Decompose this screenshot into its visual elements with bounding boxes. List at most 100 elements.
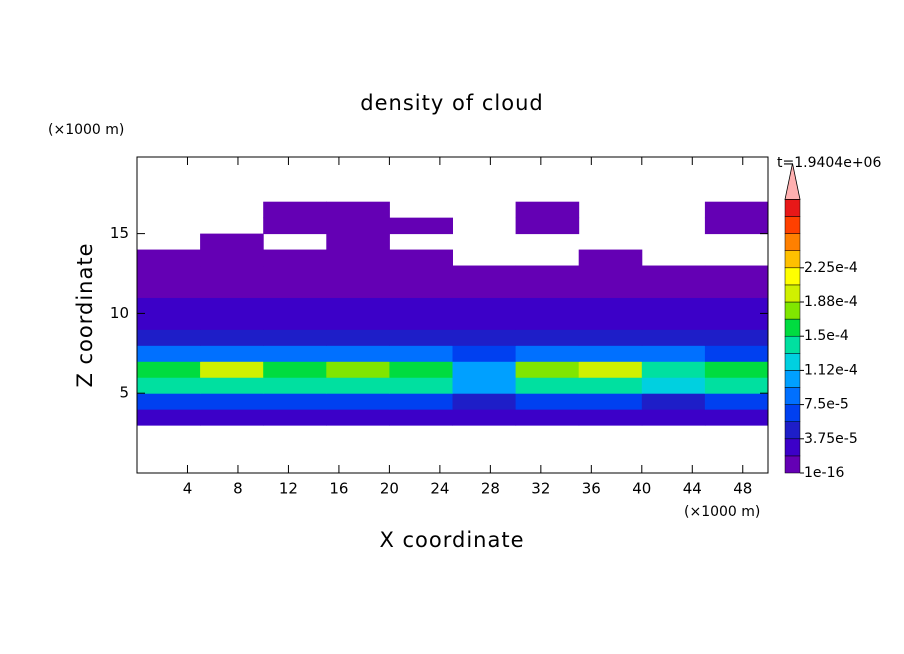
contour-cell xyxy=(200,361,264,378)
contour-cell xyxy=(326,201,390,219)
contour-cell xyxy=(389,265,453,282)
contour-cell xyxy=(389,249,453,267)
contour-cell xyxy=(452,377,517,394)
colorbar-box xyxy=(784,233,801,251)
contour-cell xyxy=(641,377,706,394)
contour-cell xyxy=(326,361,390,378)
contour-cell xyxy=(389,361,453,378)
contour-cell xyxy=(200,393,264,410)
colorbar-box xyxy=(784,284,801,303)
contour-cell xyxy=(263,313,327,330)
x-tick-label: 8 xyxy=(233,480,243,498)
y-axis-label: Z coordinate xyxy=(73,242,97,387)
contour-cell xyxy=(389,281,453,298)
contour-cell xyxy=(641,345,706,362)
contour-cell xyxy=(137,265,201,282)
contour-cell xyxy=(389,345,453,362)
x-tick-label: 20 xyxy=(380,480,399,498)
contour-cell xyxy=(704,297,769,314)
contour-cell xyxy=(452,361,517,378)
colorbar-box xyxy=(784,404,801,422)
colorbar-label: 1e-16 xyxy=(804,465,844,481)
contour-cell xyxy=(263,377,327,394)
contour-cell xyxy=(326,217,390,235)
colorbar-box xyxy=(784,370,801,388)
contour-cell xyxy=(137,297,201,314)
contour-cell xyxy=(578,313,643,330)
colorbar-box xyxy=(784,216,801,234)
x-axis-label: X coordinate xyxy=(379,528,524,552)
contour-cell xyxy=(704,361,769,378)
contour-cell xyxy=(578,297,643,314)
contour-cell xyxy=(200,265,264,282)
contour-cell xyxy=(200,377,264,394)
contour-cell xyxy=(704,313,769,330)
contour-cell xyxy=(389,313,453,330)
colorbar-label: 7.5e-5 xyxy=(804,397,849,413)
contour-cell xyxy=(578,281,643,298)
contour-cell xyxy=(515,329,580,346)
contour-cell xyxy=(326,393,390,410)
contour-cell xyxy=(515,281,580,298)
contour-cell xyxy=(200,297,264,314)
colorbar-box xyxy=(784,421,801,440)
contour-cell xyxy=(326,345,390,362)
contour-cell xyxy=(515,409,580,426)
contour-field xyxy=(137,201,769,426)
contour-cell xyxy=(704,377,769,394)
contour-cell xyxy=(137,409,201,426)
contour-cell xyxy=(200,409,264,426)
contour-cell xyxy=(326,265,390,282)
contour-cell xyxy=(515,217,580,235)
contour-cell xyxy=(704,201,769,219)
contour-cell xyxy=(578,377,643,394)
contour-cell xyxy=(452,409,517,426)
colorbar-box xyxy=(784,301,801,320)
x-tick-label: 40 xyxy=(632,480,651,498)
contour-cell xyxy=(452,329,517,346)
colorbar-box xyxy=(784,387,801,405)
contour-cell xyxy=(704,281,769,298)
y-tick-label: 15 xyxy=(110,224,129,242)
contour-cell xyxy=(578,361,643,378)
contour-cell xyxy=(137,393,201,410)
contour-cell xyxy=(452,265,517,282)
contour-cell xyxy=(263,297,327,314)
colorbar-label: 1.88e-4 xyxy=(804,294,858,310)
contour-cell xyxy=(704,217,769,235)
colorbar-label: 1.5e-4 xyxy=(804,328,849,344)
x-tick-label: 4 xyxy=(183,480,193,498)
colorbar-label: 1.12e-4 xyxy=(804,362,858,378)
contour-cell xyxy=(641,281,706,298)
contour-cell xyxy=(200,329,264,346)
contour-cell xyxy=(515,393,580,410)
contour-cell xyxy=(452,281,517,298)
contour-cell xyxy=(641,265,706,282)
time-label: t=1.9404e+06 xyxy=(777,155,881,171)
contour-cell xyxy=(326,377,390,394)
contour-cell xyxy=(263,393,327,410)
contour-cell xyxy=(200,233,264,251)
contour-cell xyxy=(389,377,453,394)
contour-cell xyxy=(641,361,706,378)
colorbar-label: 3.75e-5 xyxy=(804,431,858,447)
x-tick-label: 32 xyxy=(531,480,550,498)
contour-cell xyxy=(515,361,580,378)
contour-cell xyxy=(578,345,643,362)
contour-cell xyxy=(452,345,517,362)
contour-cell xyxy=(578,265,643,282)
contour-cell xyxy=(515,201,580,219)
contour-cell xyxy=(263,265,327,282)
contour-cell xyxy=(263,361,327,378)
contour-cell xyxy=(641,409,706,426)
contour-cell xyxy=(137,345,201,362)
contour-cell xyxy=(137,281,201,298)
contour-cell xyxy=(641,329,706,346)
contour-cell xyxy=(137,329,201,346)
contour-cell xyxy=(200,249,264,267)
y-unit: (×1000 m) xyxy=(48,122,124,138)
contour-cell xyxy=(263,409,327,426)
contour-cell xyxy=(389,217,453,235)
contour-cell xyxy=(578,329,643,346)
